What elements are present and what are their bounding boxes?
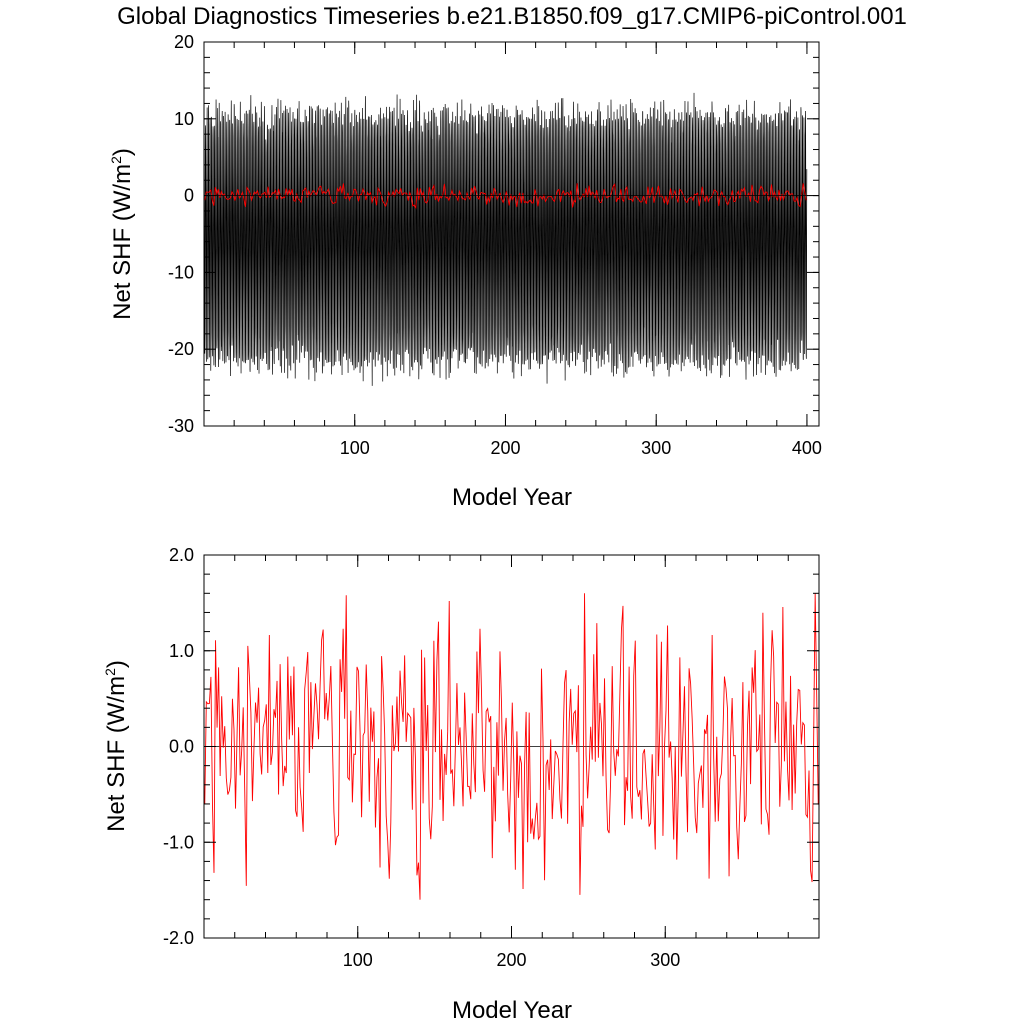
bottom-x-axis-label: Model Year — [452, 997, 572, 1024]
x-tick-label: 200 — [496, 950, 526, 970]
x-tick-label: 300 — [641, 438, 671, 458]
chart-title: Global Diagnostics Timeseries b.e21.B185… — [117, 3, 907, 30]
y-tick-label: -20 — [168, 339, 194, 359]
top-y-axis-label: Net SHF (W/m2) — [108, 148, 136, 320]
top-panel: -30 -20 -10 0 10 20 100 200 300 400 Model Year Ne… — [108, 32, 822, 511]
bottom-y-axis-label: Net SHF (W/m2) — [102, 660, 130, 832]
plot-frame — [203, 41, 820, 427]
y-tick-label: -1.0 — [163, 832, 194, 852]
top-axes: -30 -20 -10 0 10 20 100 200 300 400 — [168, 32, 822, 458]
x-tick-label: 200 — [490, 438, 520, 458]
bottom-axes: -2.0 -1.0 0.0 1.0 2.0 100 200 300 — [163, 545, 820, 970]
y-tick-label: 20 — [174, 32, 194, 52]
top-x-axis-label: Model Year — [452, 484, 572, 511]
x-tick-label: 100 — [343, 950, 373, 970]
bottom-y-axis-label-sup: 2 — [102, 668, 118, 676]
top-series-group — [203, 92, 819, 386]
top-y-axis-label-main: Net SHF (W/m — [109, 164, 136, 320]
top-y-axis-label-sup: 2 — [108, 156, 124, 164]
y-tick-label: 1.0 — [169, 641, 194, 661]
bottom-series-group — [204, 593, 819, 900]
bottom-panel: -2.0 -1.0 0.0 1.0 2.0 100 200 300 Model Year Ne… — [102, 545, 820, 1024]
y-tick-label: -2.0 — [163, 928, 194, 948]
y-tick-label: 10 — [174, 109, 194, 129]
monthly-series-line — [203, 92, 808, 386]
annual-series-line — [204, 183, 807, 210]
x-tick-label: 100 — [340, 438, 370, 458]
top-y-axis-label-close: ) — [109, 148, 136, 156]
bottom-y-axis-label-close: ) — [103, 660, 130, 668]
y-tick-label: 0.0 — [169, 737, 194, 757]
annual-series-line — [204, 593, 819, 900]
y-tick-label: -10 — [168, 262, 194, 282]
y-tick-label: 0 — [184, 186, 194, 206]
y-tick-label: -30 — [168, 416, 194, 436]
bottom-y-axis-label-main: Net SHF (W/m — [103, 676, 130, 832]
x-tick-label: 400 — [792, 438, 822, 458]
y-tick-label: 2.0 — [169, 545, 194, 565]
x-tick-label: 300 — [650, 950, 680, 970]
